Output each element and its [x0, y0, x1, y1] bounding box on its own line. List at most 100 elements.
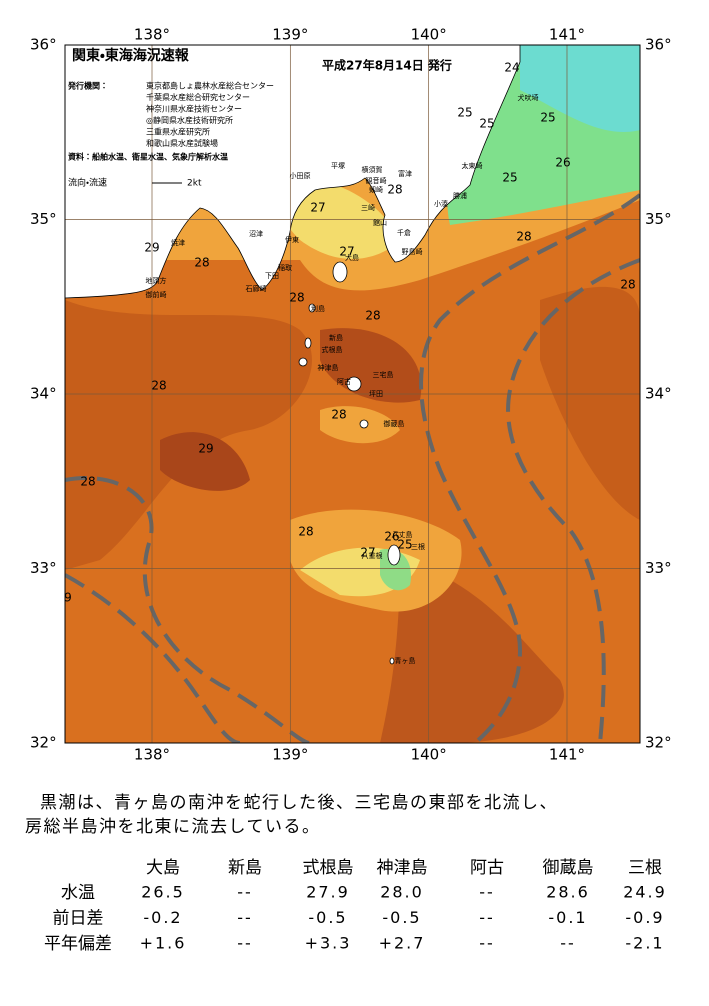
place-name: 平塚 — [331, 161, 345, 170]
cell: 28.6 — [546, 883, 590, 902]
cell: -0.9 — [625, 908, 664, 927]
island — [308, 303, 316, 313]
place-name: 観音崎 — [366, 176, 387, 185]
contour-label: 26 — [555, 156, 570, 170]
cell: -0.5 — [308, 908, 347, 927]
cell: +1.6 — [140, 934, 187, 953]
column-header: 新島 — [228, 858, 262, 878]
row-label: 前日差 — [53, 909, 104, 929]
contour-label: 25 — [457, 106, 472, 120]
place-name: 新島 — [329, 333, 343, 342]
issuer: 和歌山県水産試験場 — [146, 138, 218, 148]
warm-region — [540, 286, 640, 520]
contour-label: 28 — [194, 256, 209, 270]
cell: -0.5 — [382, 908, 421, 927]
cell: -- — [237, 883, 253, 902]
contour-label: 25 — [502, 171, 517, 185]
column-header: 式根島 — [303, 858, 354, 878]
lat-label: 36° — [645, 36, 672, 54]
lat-label: 34° — [30, 385, 57, 403]
lat-label: 35° — [645, 210, 672, 228]
place-name: 坪田 — [369, 390, 383, 398]
cell: -0.2 — [143, 908, 182, 927]
place-name: 神津島 — [318, 363, 339, 372]
lon-label: 139° — [272, 26, 308, 44]
contour-label: 29 — [198, 442, 213, 456]
contour-label: 24 — [504, 61, 519, 75]
lon-label: 141° — [549, 26, 585, 44]
contour-label: 27 — [310, 201, 325, 215]
lat-label: 34° — [645, 385, 672, 403]
lat-label: 33° — [645, 559, 672, 577]
contour-label: 27 — [360, 546, 375, 560]
place-name: 青ヶ島 — [395, 656, 416, 665]
place-name: 犬吠埼 — [518, 93, 539, 102]
island — [359, 419, 369, 429]
place-name: 小田原 — [290, 171, 311, 180]
issuer: 神奈川県水産技術センター — [146, 104, 242, 114]
contour-label: 25 — [479, 117, 494, 131]
cell: -- — [479, 883, 495, 902]
place-name: 式根島 — [322, 345, 343, 354]
island — [332, 261, 348, 283]
island — [298, 357, 308, 367]
lat-label: 35° — [30, 210, 57, 228]
column-header: 阿古 — [470, 858, 504, 878]
cell: -- — [560, 934, 576, 953]
cell: +2.7 — [379, 934, 426, 953]
place-name: 館山 — [373, 218, 387, 227]
row-label: 水温 — [61, 883, 95, 903]
contour-label: 25 — [540, 111, 555, 125]
flow-label: 流向・流速 — [68, 177, 107, 189]
lon-label: 138° — [134, 746, 170, 764]
cell: 27.9 — [306, 883, 350, 902]
place-name: 地頭方 — [146, 276, 167, 285]
place-name: 稲取 — [278, 263, 292, 272]
place-name: 三崎 — [361, 203, 375, 212]
place-name: 石廊崎 — [246, 284, 267, 293]
place-name: 伊東 — [285, 235, 299, 244]
commentary: 黒潮は、青ヶ島の南沖を蛇行した後、三宅島の東部を北流し、 — [40, 793, 558, 813]
contour-label: 27 — [339, 245, 354, 259]
contour-label: 28 — [151, 379, 166, 393]
issuer-label: 発行機関： — [67, 81, 108, 91]
place-name: 野島崎 — [402, 247, 423, 256]
cold-region — [520, 45, 640, 132]
place-name: 横須賀 — [362, 165, 383, 174]
grid — [65, 45, 640, 743]
place-name: 八重根 — [362, 551, 383, 560]
place-name: 沼津 — [249, 229, 263, 238]
lat-label: 33° — [30, 559, 57, 577]
contour-label: 28 — [331, 408, 346, 422]
place-name: 富津 — [398, 169, 412, 178]
contour-label: 29 — [144, 241, 159, 255]
cell: 26.5 — [141, 883, 185, 902]
cell: -- — [479, 934, 495, 953]
lat-label: 36° — [30, 36, 57, 54]
place-name: 八丈島 — [392, 530, 413, 539]
row-label: 平年偏差 — [44, 934, 112, 954]
column-header: 大島 — [146, 858, 180, 878]
flow-scale: 2kt — [187, 179, 202, 189]
cell: -- — [237, 934, 253, 953]
place-name: 阿古 — [337, 377, 351, 386]
lon-label: 141° — [549, 746, 585, 764]
cell: -- — [479, 908, 495, 927]
contour-label: 28 — [620, 278, 635, 292]
contour-label: 28 — [516, 230, 531, 244]
column-header: 御蔵島 — [543, 858, 594, 878]
island — [304, 337, 312, 349]
cold-region — [380, 549, 411, 591]
place-name: 利島 — [311, 304, 325, 313]
contour-label: 28 — [298, 525, 313, 539]
sources: 資料：船舶水温、衛星水温、気象庁解析水温 — [68, 152, 228, 162]
kuroshio-line — [506, 258, 640, 743]
place-name: 焼津 — [171, 238, 185, 247]
commentary: 房総半島沖を北東に流去している。 — [25, 817, 321, 837]
map-title: 関東・東海海況速報 — [72, 47, 190, 64]
contour-label: 28 — [387, 183, 402, 197]
place-name: 小湊 — [434, 199, 448, 208]
place-name: 剱崎 — [369, 185, 383, 194]
